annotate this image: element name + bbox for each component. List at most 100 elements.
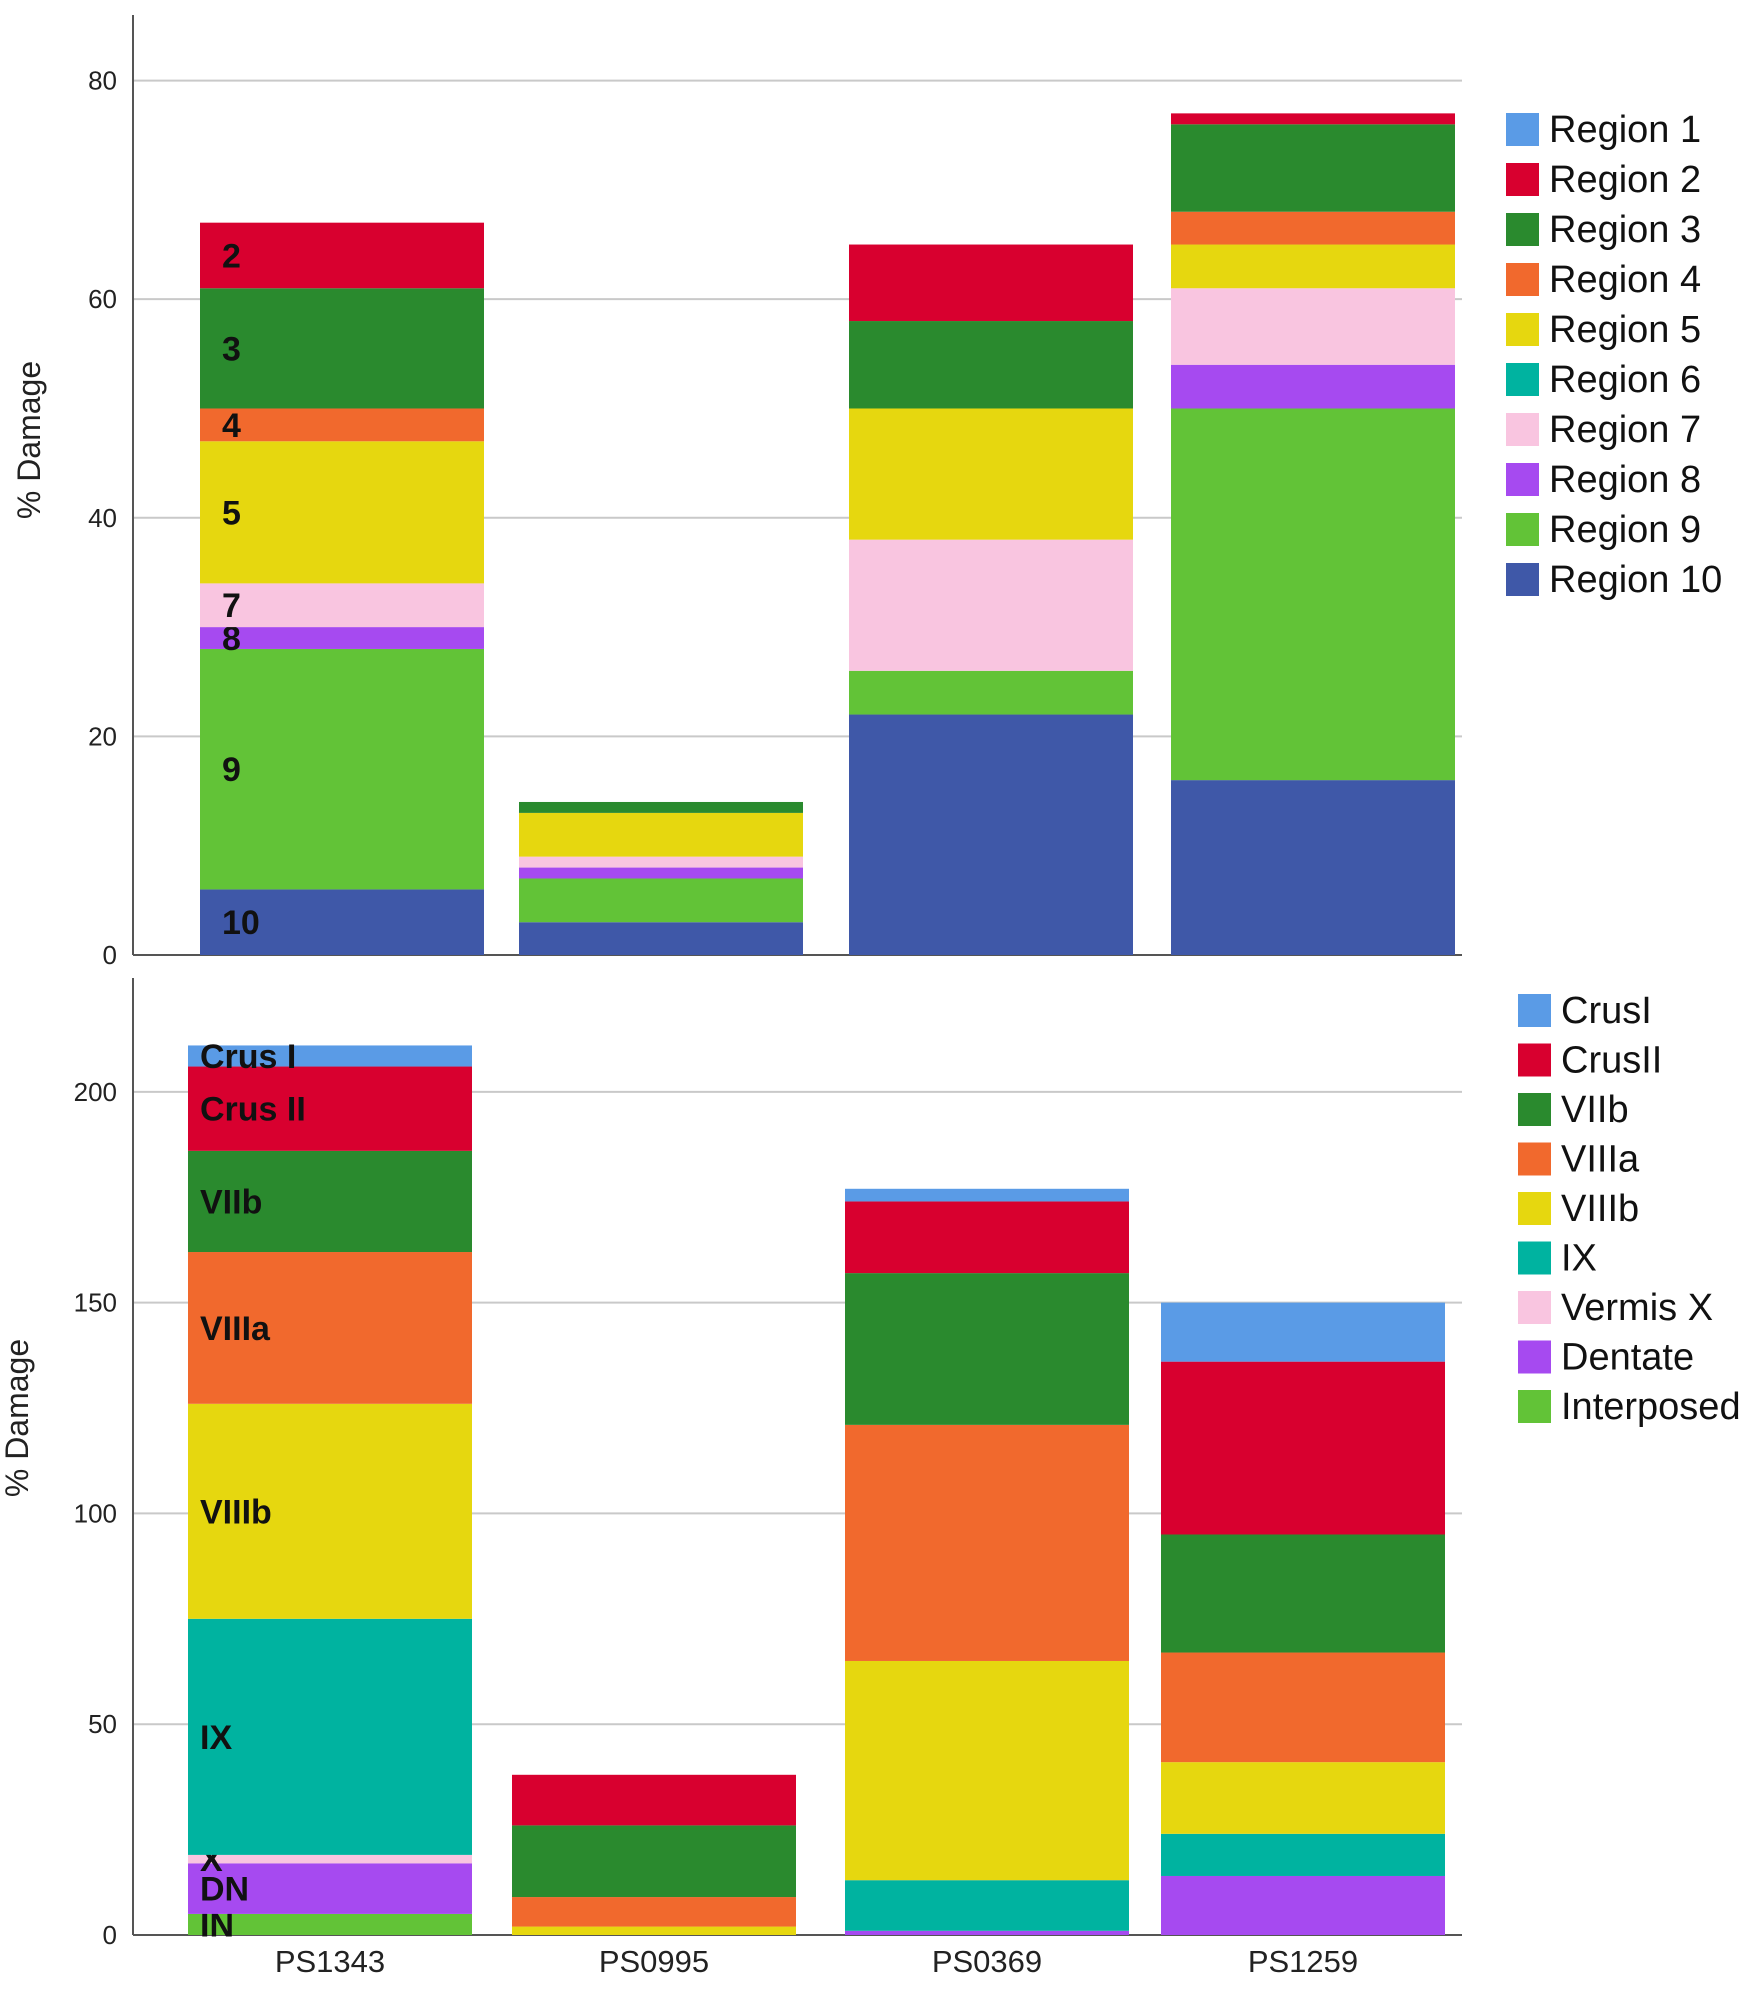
bar-segment (1161, 1875, 1445, 1935)
bar-segment (1171, 364, 1455, 409)
bar-segment (188, 1403, 472, 1619)
legend-label: Region 6 (1549, 359, 1701, 401)
bar-segment (188, 1252, 472, 1404)
segment-label: VIIIb (200, 1493, 272, 1531)
y-tick-label: 150 (74, 1288, 117, 1318)
y-tick-label: 50 (88, 1709, 117, 1739)
x-tick-label: PS1259 (1248, 1944, 1358, 1979)
bar-segment (1161, 1361, 1445, 1535)
bar-segment (845, 1930, 1129, 1935)
bar-segment (188, 1618, 472, 1855)
bar-segment (512, 1926, 796, 1935)
bar-segment (512, 1825, 796, 1898)
bar-segment (1161, 1762, 1445, 1834)
segment-label: 9 (222, 751, 241, 789)
legend-label: Region 8 (1549, 459, 1701, 501)
bar-segment (1171, 211, 1455, 245)
segment-label: 2 (222, 237, 241, 275)
x-tick-label: PS0369 (932, 1944, 1042, 1979)
bar-segment (1171, 408, 1455, 781)
legend-swatch (1506, 563, 1539, 596)
segment-label: Crus I (200, 1038, 296, 1076)
x-tick-label: PS0995 (599, 1944, 709, 1979)
y-tick-label: 0 (103, 1920, 117, 1950)
legend-swatch (1518, 1043, 1551, 1077)
legend-label: CrusI (1561, 990, 1652, 1032)
segment-label: IX (200, 1719, 232, 1757)
bar-segment (1171, 124, 1455, 212)
bar-segment (519, 856, 803, 868)
y-tick-label: 200 (74, 1077, 117, 1107)
legend-label: Interposed (1561, 1386, 1741, 1428)
segment-label: 3 (222, 330, 241, 368)
legend-swatch (1518, 1093, 1551, 1126)
bar-segment (845, 1880, 1129, 1931)
bar-segment (512, 1774, 796, 1826)
y-tick-label: 80 (88, 66, 117, 96)
legend-swatch (1518, 1390, 1551, 1423)
bar-segment (845, 1188, 1129, 1202)
legend-label: Region 7 (1549, 409, 1701, 451)
bar-segment (519, 878, 803, 923)
legend-label: Region 2 (1549, 159, 1701, 201)
legend-swatch (1506, 363, 1539, 396)
bar-segment (845, 1424, 1129, 1661)
bar-segment (849, 408, 1133, 540)
y-tick-label: 20 (88, 721, 117, 751)
legend-swatch (1518, 1192, 1551, 1225)
bar-segment (1161, 1652, 1445, 1763)
bar-segment (200, 648, 484, 890)
segment-label: Crus II (200, 1091, 306, 1129)
legend-label: Region 1 (1549, 109, 1701, 151)
segment-label: 10 (222, 904, 260, 942)
y-tick-label: 60 (88, 284, 117, 314)
bar-segment (849, 244, 1133, 322)
legend-swatch (1518, 1340, 1551, 1374)
legend-label: CrusII (1561, 1040, 1662, 1082)
segment-label: 4 (222, 407, 241, 445)
legend-label: Region 4 (1549, 259, 1701, 301)
bar-segment (849, 539, 1133, 671)
legend-label: Region 3 (1549, 209, 1701, 251)
y-tick-label: 0 (103, 940, 117, 970)
bar-segment (512, 1897, 796, 1927)
bar-segment (188, 1913, 472, 1935)
y-axis-title: % Damage (11, 361, 47, 519)
legend-label: Region 5 (1549, 309, 1701, 351)
bar-segment (849, 714, 1133, 955)
legend-label: VIIIa (1561, 1139, 1640, 1181)
bar-segment (200, 222, 484, 289)
bar-segment (519, 801, 803, 813)
bar-segment (519, 922, 803, 955)
legend-swatch (1506, 463, 1539, 496)
y-axis-title: % Damage (0, 1339, 35, 1497)
bar-segment (200, 441, 484, 584)
segment-label: DN (200, 1871, 249, 1909)
legend-swatch (1518, 1291, 1551, 1324)
legend-swatch (1506, 163, 1539, 196)
bar-segment (519, 812, 803, 857)
legend-label: IX (1561, 1238, 1597, 1280)
legend-label: VIIIb (1561, 1188, 1639, 1230)
bar-segment (188, 1066, 472, 1151)
segment-label: 8 (222, 620, 241, 658)
legend-swatch (1506, 113, 1539, 146)
y-tick-label: 100 (74, 1498, 117, 1528)
bar-segment (1161, 1833, 1445, 1876)
bar-segment (188, 1045, 472, 1067)
legend-swatch (1506, 413, 1539, 446)
y-tick-label: 40 (88, 503, 117, 533)
legend-swatch (1506, 513, 1539, 546)
bar-segment (200, 889, 484, 955)
legend-label: VIIb (1561, 1089, 1629, 1131)
legend-swatch (1518, 1241, 1551, 1275)
bar-segment (1161, 1534, 1445, 1653)
bar-segment (188, 1854, 472, 1864)
segment-label: VIIb (200, 1183, 262, 1221)
segment-label: 7 (222, 587, 241, 625)
bar-segment (200, 627, 484, 649)
bar-segment (845, 1660, 1129, 1881)
bar-segment (1171, 113, 1455, 125)
